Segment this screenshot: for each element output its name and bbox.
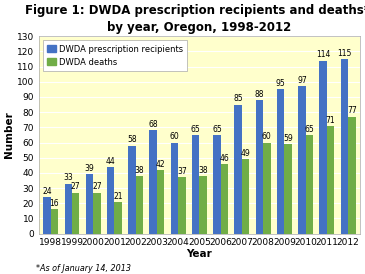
Text: 65: 65 [304,125,314,134]
Bar [242,159,249,234]
Text: 97: 97 [297,76,307,85]
Bar [93,193,101,234]
Bar [277,89,284,234]
Text: 38: 38 [198,166,208,175]
Text: 42: 42 [156,160,165,169]
Bar [263,142,270,234]
Text: 114: 114 [316,50,330,59]
Text: 38: 38 [135,166,144,175]
Text: 85: 85 [233,94,243,103]
Bar [65,184,72,234]
Bar [178,178,186,234]
Bar [72,193,80,234]
X-axis label: Year: Year [187,249,212,259]
Bar [341,59,348,234]
Text: 71: 71 [326,116,335,125]
Bar [107,167,115,234]
Text: 16: 16 [50,199,59,208]
Text: 68: 68 [149,120,158,129]
Bar [150,130,157,234]
Legend: DWDA prescription recipients, DWDA deaths: DWDA prescription recipients, DWDA death… [43,40,187,71]
Text: 58: 58 [127,135,137,144]
Bar [256,100,263,234]
Bar [199,176,207,234]
Bar [319,61,327,234]
Text: 65: 65 [191,125,200,134]
Text: 88: 88 [255,90,264,99]
Bar [171,142,178,234]
Bar [284,144,292,234]
Bar [298,86,306,234]
Text: *As of January 14, 2013: *As of January 14, 2013 [36,264,131,273]
Bar [213,135,221,234]
Bar [327,126,334,234]
Bar [115,202,122,234]
Text: 33: 33 [64,173,73,182]
Text: 95: 95 [276,79,285,88]
Bar [136,176,143,234]
Text: 65: 65 [212,125,222,134]
Bar [234,105,242,234]
Text: 27: 27 [71,182,81,192]
Bar [86,175,93,234]
Text: 60: 60 [170,132,179,141]
Bar [51,209,58,234]
Text: 44: 44 [106,157,116,165]
Bar [157,170,164,234]
Text: 77: 77 [347,107,357,115]
Bar [221,164,228,234]
Text: 49: 49 [241,149,250,158]
Bar [192,135,199,234]
Text: 59: 59 [283,134,293,143]
Bar [43,197,51,234]
Bar [128,145,136,234]
Text: 39: 39 [85,164,95,173]
Text: 27: 27 [92,182,102,192]
Text: 46: 46 [219,153,229,162]
Text: 24: 24 [42,187,52,196]
Title: Figure 1: DWDA prescription recipients and deaths*,
by year, Oregon, 1998-2012: Figure 1: DWDA prescription recipients a… [24,4,365,34]
Text: 115: 115 [337,49,351,58]
Bar [306,135,313,234]
Text: 37: 37 [177,167,187,176]
Y-axis label: Number: Number [4,112,14,158]
Text: 60: 60 [262,132,272,141]
Text: 21: 21 [114,192,123,201]
Bar [348,117,356,234]
